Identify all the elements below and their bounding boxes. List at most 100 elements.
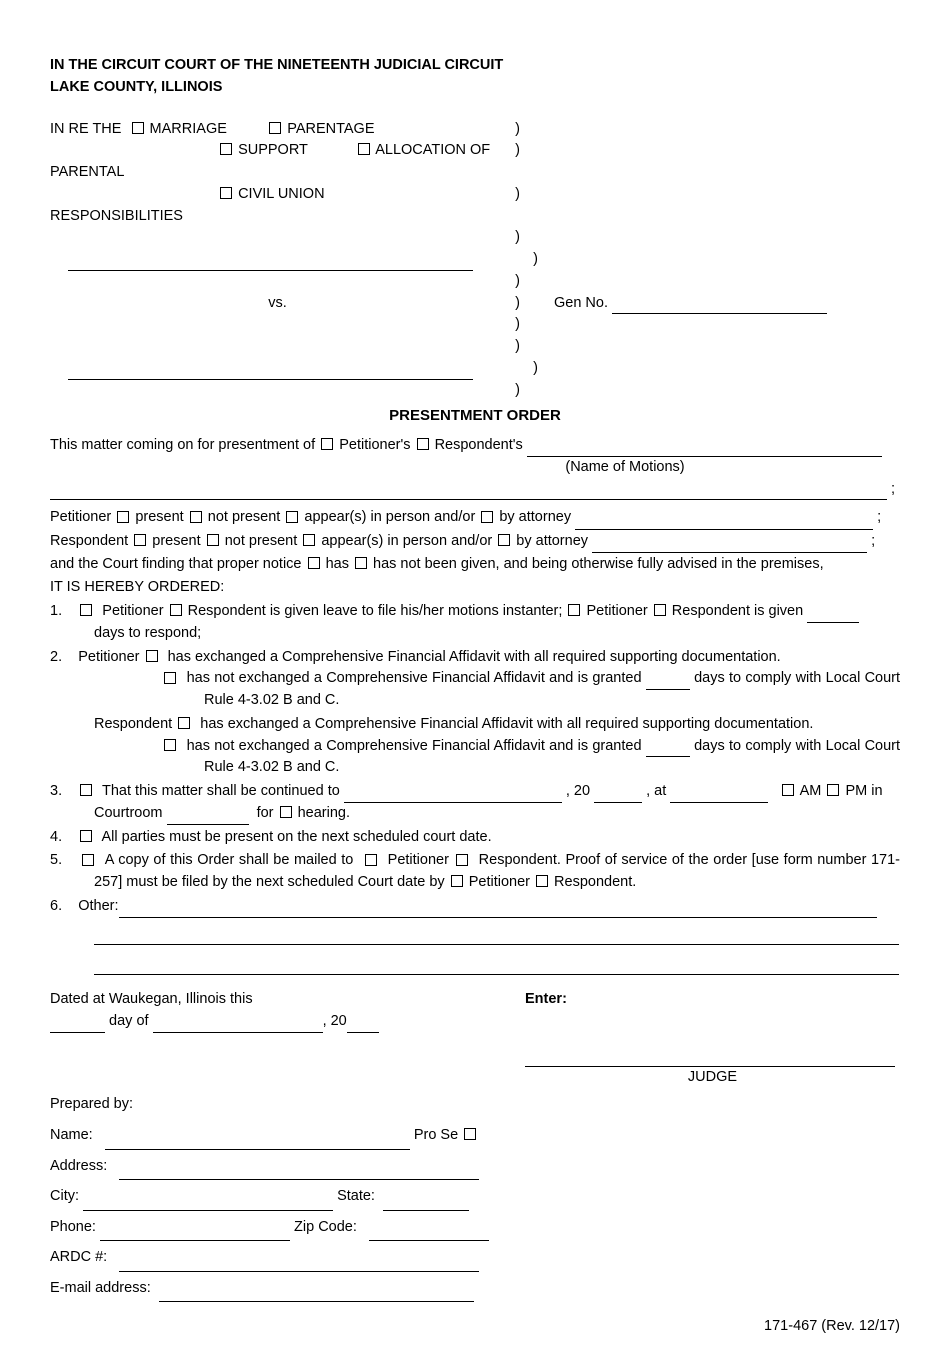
item-2-pet-lead: Petitioner — [78, 649, 139, 665]
checkbox-3[interactable] — [80, 784, 92, 796]
marriage-label: MARRIAGE — [150, 121, 227, 137]
ardc-field[interactable] — [119, 1271, 479, 1272]
resp-present-label: present — [152, 533, 200, 549]
item-4: 4. All parties must be present on the ne… — [50, 827, 900, 849]
checkbox-resp-appear[interactable] — [303, 534, 315, 546]
dated-day-field[interactable] — [50, 1032, 105, 1033]
checkbox-5-resp2[interactable] — [536, 875, 548, 887]
item-5-pet: Petitioner — [388, 852, 449, 868]
prepared-by-block: Prepared by: Name: Pro Se Address: City:… — [50, 1091, 900, 1302]
motion-name-field-2[interactable] — [50, 499, 887, 500]
other-field-3[interactable] — [94, 974, 899, 975]
ordered-line: IT IS HEREBY ORDERED: — [50, 576, 900, 599]
intro-line: This matter coming on for presentment of… — [50, 434, 900, 457]
item-1-pet2: Petitioner — [586, 603, 647, 619]
parentage-label: PARENTAGE — [287, 121, 374, 137]
state-field[interactable] — [383, 1210, 469, 1211]
checkbox-has-not-notice[interactable] — [355, 557, 367, 569]
pet-present-label: present — [135, 509, 183, 525]
pet-appear-label: appear(s) in person and/or — [304, 509, 475, 525]
checkbox-am[interactable] — [782, 784, 794, 796]
checkbox-has-notice[interactable] — [308, 557, 320, 569]
continued-date-field[interactable] — [344, 802, 562, 803]
day-of-label: day of — [109, 1013, 149, 1029]
petitioner-appearance-line: Petitioner present not present appear(s)… — [50, 506, 900, 529]
item-3-text-b: , 20 — [566, 783, 590, 799]
checkbox-2-pet-not-exchanged[interactable] — [164, 672, 176, 684]
courtroom-field[interactable] — [167, 824, 249, 825]
checkbox-5-resp[interactable] — [456, 854, 468, 866]
city-field[interactable] — [83, 1210, 333, 1211]
respondent-label: Respondent — [50, 533, 128, 549]
checkbox-support[interactable] — [220, 143, 232, 155]
days-respond-field[interactable] — [807, 622, 859, 623]
checkbox-pm[interactable] — [827, 784, 839, 796]
checkbox-petitioners-motion[interactable] — [321, 438, 333, 450]
resp-days-comply-field[interactable] — [646, 756, 690, 757]
checkbox-civilunion[interactable] — [220, 187, 232, 199]
dated-year-field[interactable] — [347, 1032, 379, 1033]
checkbox-1-resp[interactable] — [170, 604, 182, 616]
dated-month-field[interactable] — [153, 1032, 323, 1033]
email-field[interactable] — [159, 1301, 474, 1302]
checkbox-pet-not-present[interactable] — [190, 511, 202, 523]
ordered-list: 1. Petitioner Respondent is given leave … — [50, 601, 900, 975]
checkbox-parentage[interactable] — [269, 122, 281, 134]
checkbox-1-resp2[interactable] — [654, 604, 666, 616]
checkbox-prose[interactable] — [464, 1128, 476, 1140]
zip-label: Zip Code: — [294, 1219, 357, 1235]
checkbox-allocation[interactable] — [358, 143, 370, 155]
checkbox-5-pet[interactable] — [365, 854, 377, 866]
pet-by-attorney-label: by attorney — [499, 509, 571, 525]
checkbox-2-resp-not-exchanged[interactable] — [164, 739, 176, 751]
name-of-motions-label: (Name of Motions) — [50, 457, 900, 479]
checkbox-resp-present[interactable] — [134, 534, 146, 546]
responsibilities-label: RESPONSIBILITIES — [50, 208, 183, 224]
continued-time-field[interactable] — [670, 802, 768, 803]
checkbox-respondents-motion[interactable] — [417, 438, 429, 450]
address-field[interactable] — [119, 1179, 479, 1180]
checkbox-2-pet-exchanged[interactable] — [146, 650, 158, 662]
checkbox-5[interactable] — [82, 854, 94, 866]
checkbox-resp-by-attorney[interactable] — [498, 534, 510, 546]
item-3-num: 3. — [50, 783, 62, 799]
name-field[interactable] — [105, 1149, 410, 1150]
item-4-text: All parties must be present on the next … — [101, 829, 491, 845]
checkbox-1-pet2[interactable] — [568, 604, 580, 616]
name-label: Name: — [50, 1127, 93, 1143]
item-2-num: 2. — [50, 649, 62, 665]
phone-field[interactable] — [100, 1240, 290, 1241]
checkbox-pet-present[interactable] — [117, 511, 129, 523]
item-5-pet2: Petitioner — [469, 874, 530, 890]
checkbox-resp-not-present[interactable] — [207, 534, 219, 546]
pet-days-comply-field[interactable] — [646, 689, 690, 690]
checkbox-2-resp-exchanged[interactable] — [178, 717, 190, 729]
respondent-appearance-line: Respondent present not present appear(s)… — [50, 530, 900, 553]
item-1-num: 1. — [50, 603, 62, 619]
case-caption: IN RE THE MARRIAGE PARENTAGE ) SUPPORT A… — [50, 119, 900, 402]
respondents-label: Respondent's — [435, 437, 523, 453]
hearing-label: hearing. — [298, 805, 350, 821]
item-1-resp2: Respondent is given — [672, 603, 803, 619]
dated-label: Dated at Waukegan, Illinois this — [50, 989, 495, 1011]
court-finding-line: and the Court finding that proper notice… — [50, 553, 900, 576]
item-5: 5. A copy of this Order shall be mailed … — [50, 850, 900, 894]
judge-label: JUDGE — [525, 1067, 900, 1089]
checkbox-pet-appear[interactable] — [286, 511, 298, 523]
item-6: 6. Other: — [50, 896, 900, 975]
checkbox-5-pet2[interactable] — [451, 875, 463, 887]
other-field-1[interactable] — [119, 917, 877, 918]
order-title: PRESENTMENT ORDER — [50, 405, 900, 428]
checkbox-hearing[interactable] — [280, 806, 292, 818]
zip-field[interactable] — [369, 1240, 489, 1241]
continued-year-field[interactable] — [594, 802, 642, 803]
for-label: for — [257, 805, 274, 821]
phone-label: Phone: — [50, 1219, 96, 1235]
item-1: 1. Petitioner Respondent is given leave … — [50, 601, 900, 645]
checkbox-marriage[interactable] — [132, 122, 144, 134]
other-field-2[interactable] — [94, 944, 899, 945]
checkbox-pet-by-attorney[interactable] — [481, 511, 493, 523]
checkbox-1-pet[interactable] — [80, 604, 92, 616]
resp-by-attorney-label: by attorney — [516, 533, 588, 549]
checkbox-4[interactable] — [80, 830, 92, 842]
